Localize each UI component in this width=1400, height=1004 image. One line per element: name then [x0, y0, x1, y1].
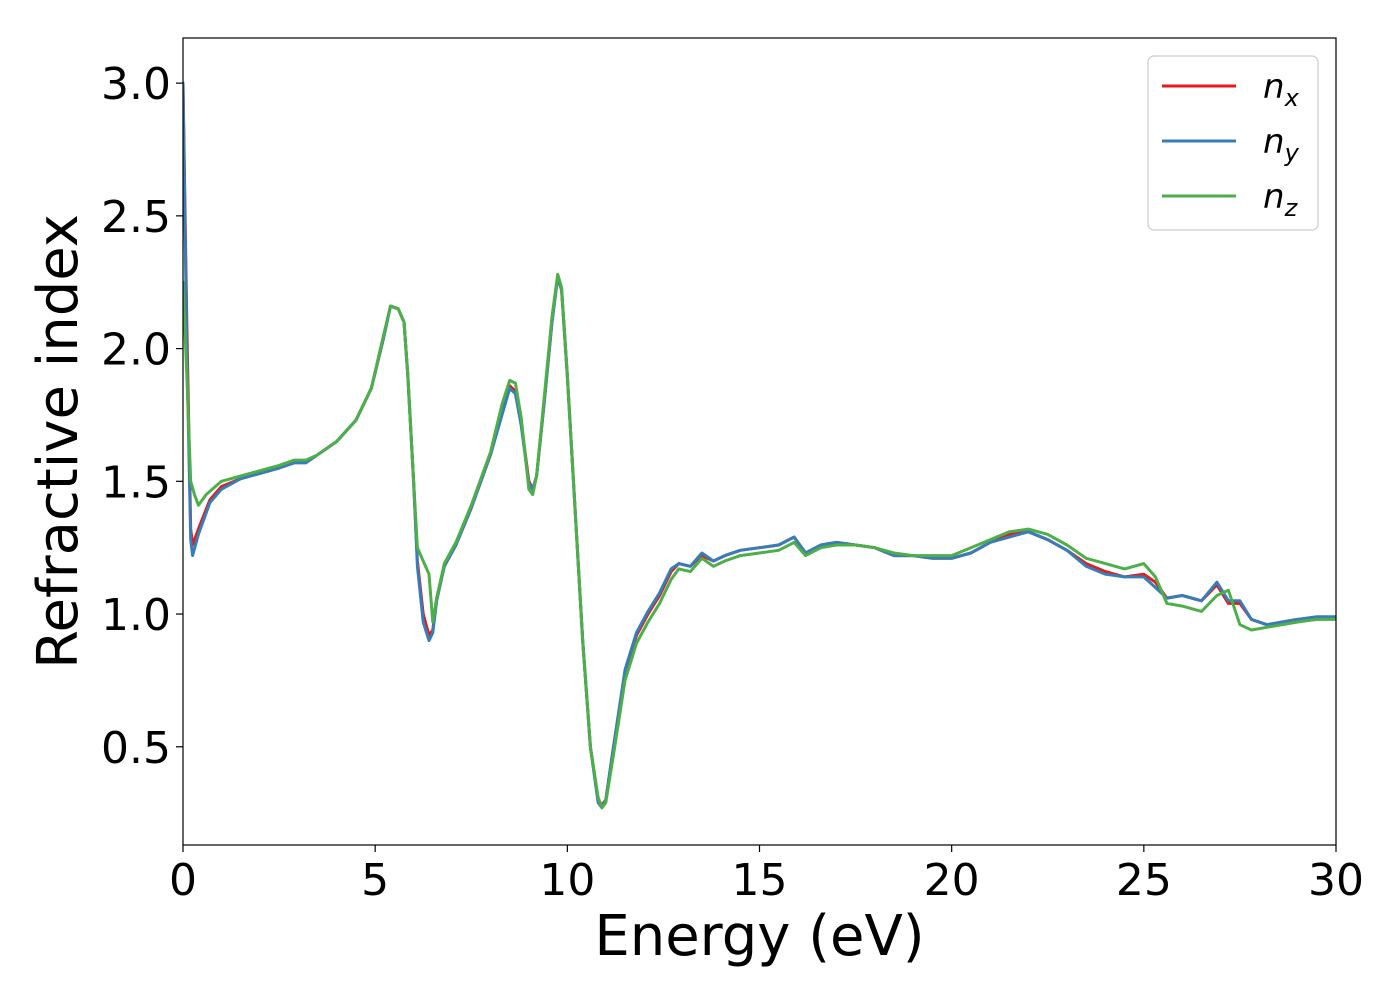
y-tick-label: 1.0 [101, 590, 171, 641]
legend-label-sub: x [1284, 84, 1300, 112]
y-tick-label: 2.0 [101, 325, 171, 376]
series-line-z [183, 272, 1336, 810]
legend-label-sub: z [1284, 194, 1299, 222]
legend-label-sub: y [1284, 139, 1300, 167]
x-tick-label: 5 [361, 855, 389, 906]
legend-box [1147, 55, 1319, 231]
y-tick-label: 1.5 [101, 457, 171, 508]
y-tick-label: 3.0 [101, 59, 171, 110]
x-tick-label: 15 [732, 855, 788, 906]
y-tick-label: 0.5 [101, 723, 171, 774]
x-axis-label: Energy (eV) [594, 904, 924, 969]
x-tick-label: 30 [1308, 855, 1364, 906]
y-axis-label: Refractive index [26, 214, 91, 669]
legend-label-x: nx [1263, 67, 1300, 112]
x-tick-label: 0 [169, 855, 197, 906]
ticks-layer: 0 5 10 15 20 25 30 0.5 1.0 1.5 2.0 2.5 3.0 [101, 59, 1364, 906]
x-tick-label: 10 [539, 855, 595, 906]
x-tick-label: 25 [1116, 855, 1172, 906]
y-tick-label: 2.5 [101, 192, 171, 243]
x-tick-label: 20 [924, 855, 980, 906]
series-layer [183, 81, 1336, 810]
